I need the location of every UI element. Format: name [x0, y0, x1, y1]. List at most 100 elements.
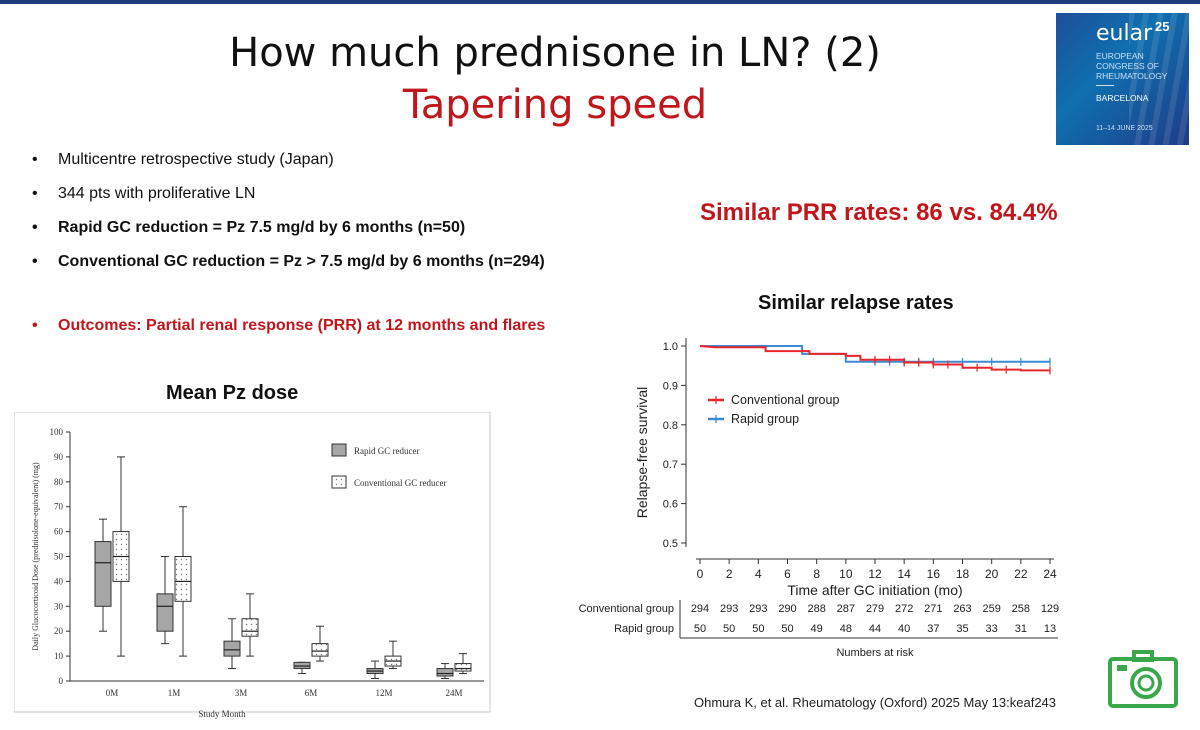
x-tick-label: 16 — [927, 567, 941, 581]
y-tick-label: 0.8 — [663, 420, 678, 432]
outcome-bullet: • Outcomes: Partial renal response (PRR)… — [32, 316, 612, 336]
x-tick-label: 2 — [726, 567, 733, 581]
y-tick-label: 80 — [54, 477, 64, 487]
relapse-chart-title: Similar relapse rates — [758, 292, 954, 314]
risk-value: 293 — [720, 603, 738, 615]
box-rapid — [293, 661, 311, 670]
y-tick-label: 20 — [54, 626, 64, 636]
y-tick-label: 10 — [54, 651, 64, 661]
risk-value: 13 — [1044, 623, 1056, 635]
risk-value: 287 — [837, 603, 855, 615]
risk-value: 258 — [1012, 603, 1030, 615]
x-tick-label: 1M — [168, 688, 181, 698]
x-tick-label: 6M — [305, 688, 318, 698]
box-conventional — [311, 643, 329, 657]
risk-value: 48 — [840, 623, 852, 635]
y-axis-label: Daily Glucocorticoid Dose (prednisolone-… — [31, 462, 40, 651]
risk-value: 294 — [691, 603, 709, 615]
y-tick-label: 100 — [50, 427, 64, 437]
risk-value: 288 — [807, 603, 825, 615]
bullet-item: • Multicentre retrospective study (Japan) — [32, 150, 622, 184]
relapse-km-chart: 0.50.60.70.80.91.00 2 4 6 8 10 12 14 16 18 20 22 24T… — [579, 338, 1059, 659]
x-tick-label: 10 — [839, 567, 853, 581]
bullet-text: Multicentre retrospective study (Japan) — [58, 151, 334, 168]
risk-value: 290 — [778, 603, 796, 615]
x-tick-label: 24M — [445, 688, 462, 698]
risk-value: 37 — [927, 623, 939, 635]
top-accent-bar — [0, 0, 1200, 4]
legend-swatch — [331, 475, 347, 489]
risk-value: 259 — [982, 603, 1000, 615]
risk-value: 263 — [953, 603, 971, 615]
risk-value: 50 — [781, 623, 793, 635]
slide-title: How much prednisone in LN? (2) — [229, 30, 881, 76]
legend-label: Conventional GC reducer — [354, 478, 446, 488]
y-tick-label: 0.6 — [663, 499, 678, 511]
x-tick-label: 0 — [697, 567, 704, 581]
legend-label: Rapid GC reducer — [354, 446, 419, 456]
box-conventional — [174, 556, 192, 602]
camera-lens-inner — [1137, 674, 1155, 692]
slide-subtitle: Tapering speed — [402, 82, 708, 128]
camera-icon[interactable] — [1108, 650, 1178, 708]
risk-row-label: Rapid group — [614, 623, 674, 635]
logo-brand: eular — [1096, 21, 1153, 46]
y-tick-label: 0.5 — [663, 538, 678, 550]
logo-org-line: RHEUMATOLOGY — [1096, 71, 1168, 81]
pz-dose-boxplot: 0 10 20 30 40 50 60 70 80 90 100 Daily Glucocortico… — [14, 412, 491, 719]
y-tick-label: 1.0 — [663, 341, 678, 353]
legend-swatch — [331, 443, 347, 457]
y-tick-label: 70 — [54, 502, 64, 512]
boxplot-frame — [14, 412, 491, 713]
x-tick-label: 24 — [1043, 567, 1057, 581]
logo-number: 25 — [1155, 19, 1170, 34]
x-tick-label: 3M — [235, 688, 248, 698]
x-tick-label: 0M — [106, 688, 119, 698]
risk-value: 129 — [1041, 603, 1059, 615]
box-conventional — [454, 663, 472, 672]
prr-headline: Similar PRR rates: 86 vs. 84.4% — [700, 199, 1058, 226]
x-tick-label: 6 — [784, 567, 791, 581]
bullet-text: 344 pts with proliferative LN — [58, 185, 256, 202]
eular-logo: eular 25 EUROPEAN CONGRESS OF RHEUMATOLO… — [1056, 13, 1189, 145]
y-axis-label: Relapse-free survival — [634, 387, 650, 519]
bullet-dot: • — [32, 219, 38, 236]
logo-org-line: EUROPEAN — [1096, 51, 1144, 61]
risk-table-title: Numbers at risk — [836, 647, 914, 659]
logo-org: EUROPEAN CONGRESS OF RHEUMATOLOGY — [1096, 51, 1188, 81]
x-tick-label: 12M — [375, 688, 392, 698]
x-axis-label: Time after GC initiation (mo) — [787, 582, 962, 598]
y-tick-label: 0 — [59, 676, 64, 686]
pz-chart-title: Mean Pz dose — [166, 382, 299, 404]
bullet-item: • 344 pts with proliferative LN — [32, 184, 622, 218]
legend-label: Rapid group — [731, 412, 799, 426]
y-tick-label: 50 — [54, 552, 64, 562]
logo-dates: 11–14 JUNE 2025 — [1096, 125, 1153, 132]
bullet-dot: • — [32, 185, 38, 202]
box-rapid — [94, 541, 112, 607]
y-tick-label: 0.7 — [663, 459, 678, 471]
risk-value: 44 — [869, 623, 881, 635]
y-tick-label: 40 — [54, 576, 64, 586]
risk-value: 50 — [723, 623, 735, 635]
x-tick-label: 18 — [956, 567, 970, 581]
box-rapid — [436, 668, 454, 677]
risk-value: 40 — [898, 623, 910, 635]
risk-value: 271 — [924, 603, 942, 615]
legend-label: Conventional group — [731, 393, 839, 407]
risk-value: 35 — [956, 623, 968, 635]
x-axis-label: Study Month — [198, 709, 246, 719]
x-tick-label: 8 — [813, 567, 820, 581]
logo-city: BARCELONA — [1096, 93, 1149, 103]
bullet-text: Rapid GC reduction = Pz 7.5 mg/d by 6 mo… — [58, 219, 466, 236]
y-tick-label: 0.9 — [663, 380, 678, 392]
risk-value: 50 — [752, 623, 764, 635]
x-tick-label: 12 — [868, 567, 882, 581]
risk-value: 50 — [694, 623, 706, 635]
bullet-dot: • — [32, 253, 38, 270]
y-tick-label: 90 — [54, 452, 64, 462]
box-conventional — [241, 618, 259, 637]
outcome-text: Outcomes: Partial renal response (PRR) a… — [58, 317, 546, 334]
box-rapid — [156, 593, 174, 632]
citation: Ohmura K, et al. Rheumatology (Oxford) 2… — [694, 695, 1057, 710]
